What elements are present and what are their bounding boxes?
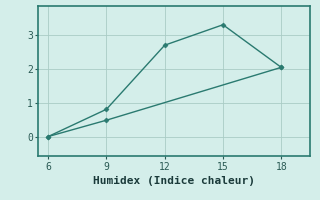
- X-axis label: Humidex (Indice chaleur): Humidex (Indice chaleur): [93, 176, 255, 186]
